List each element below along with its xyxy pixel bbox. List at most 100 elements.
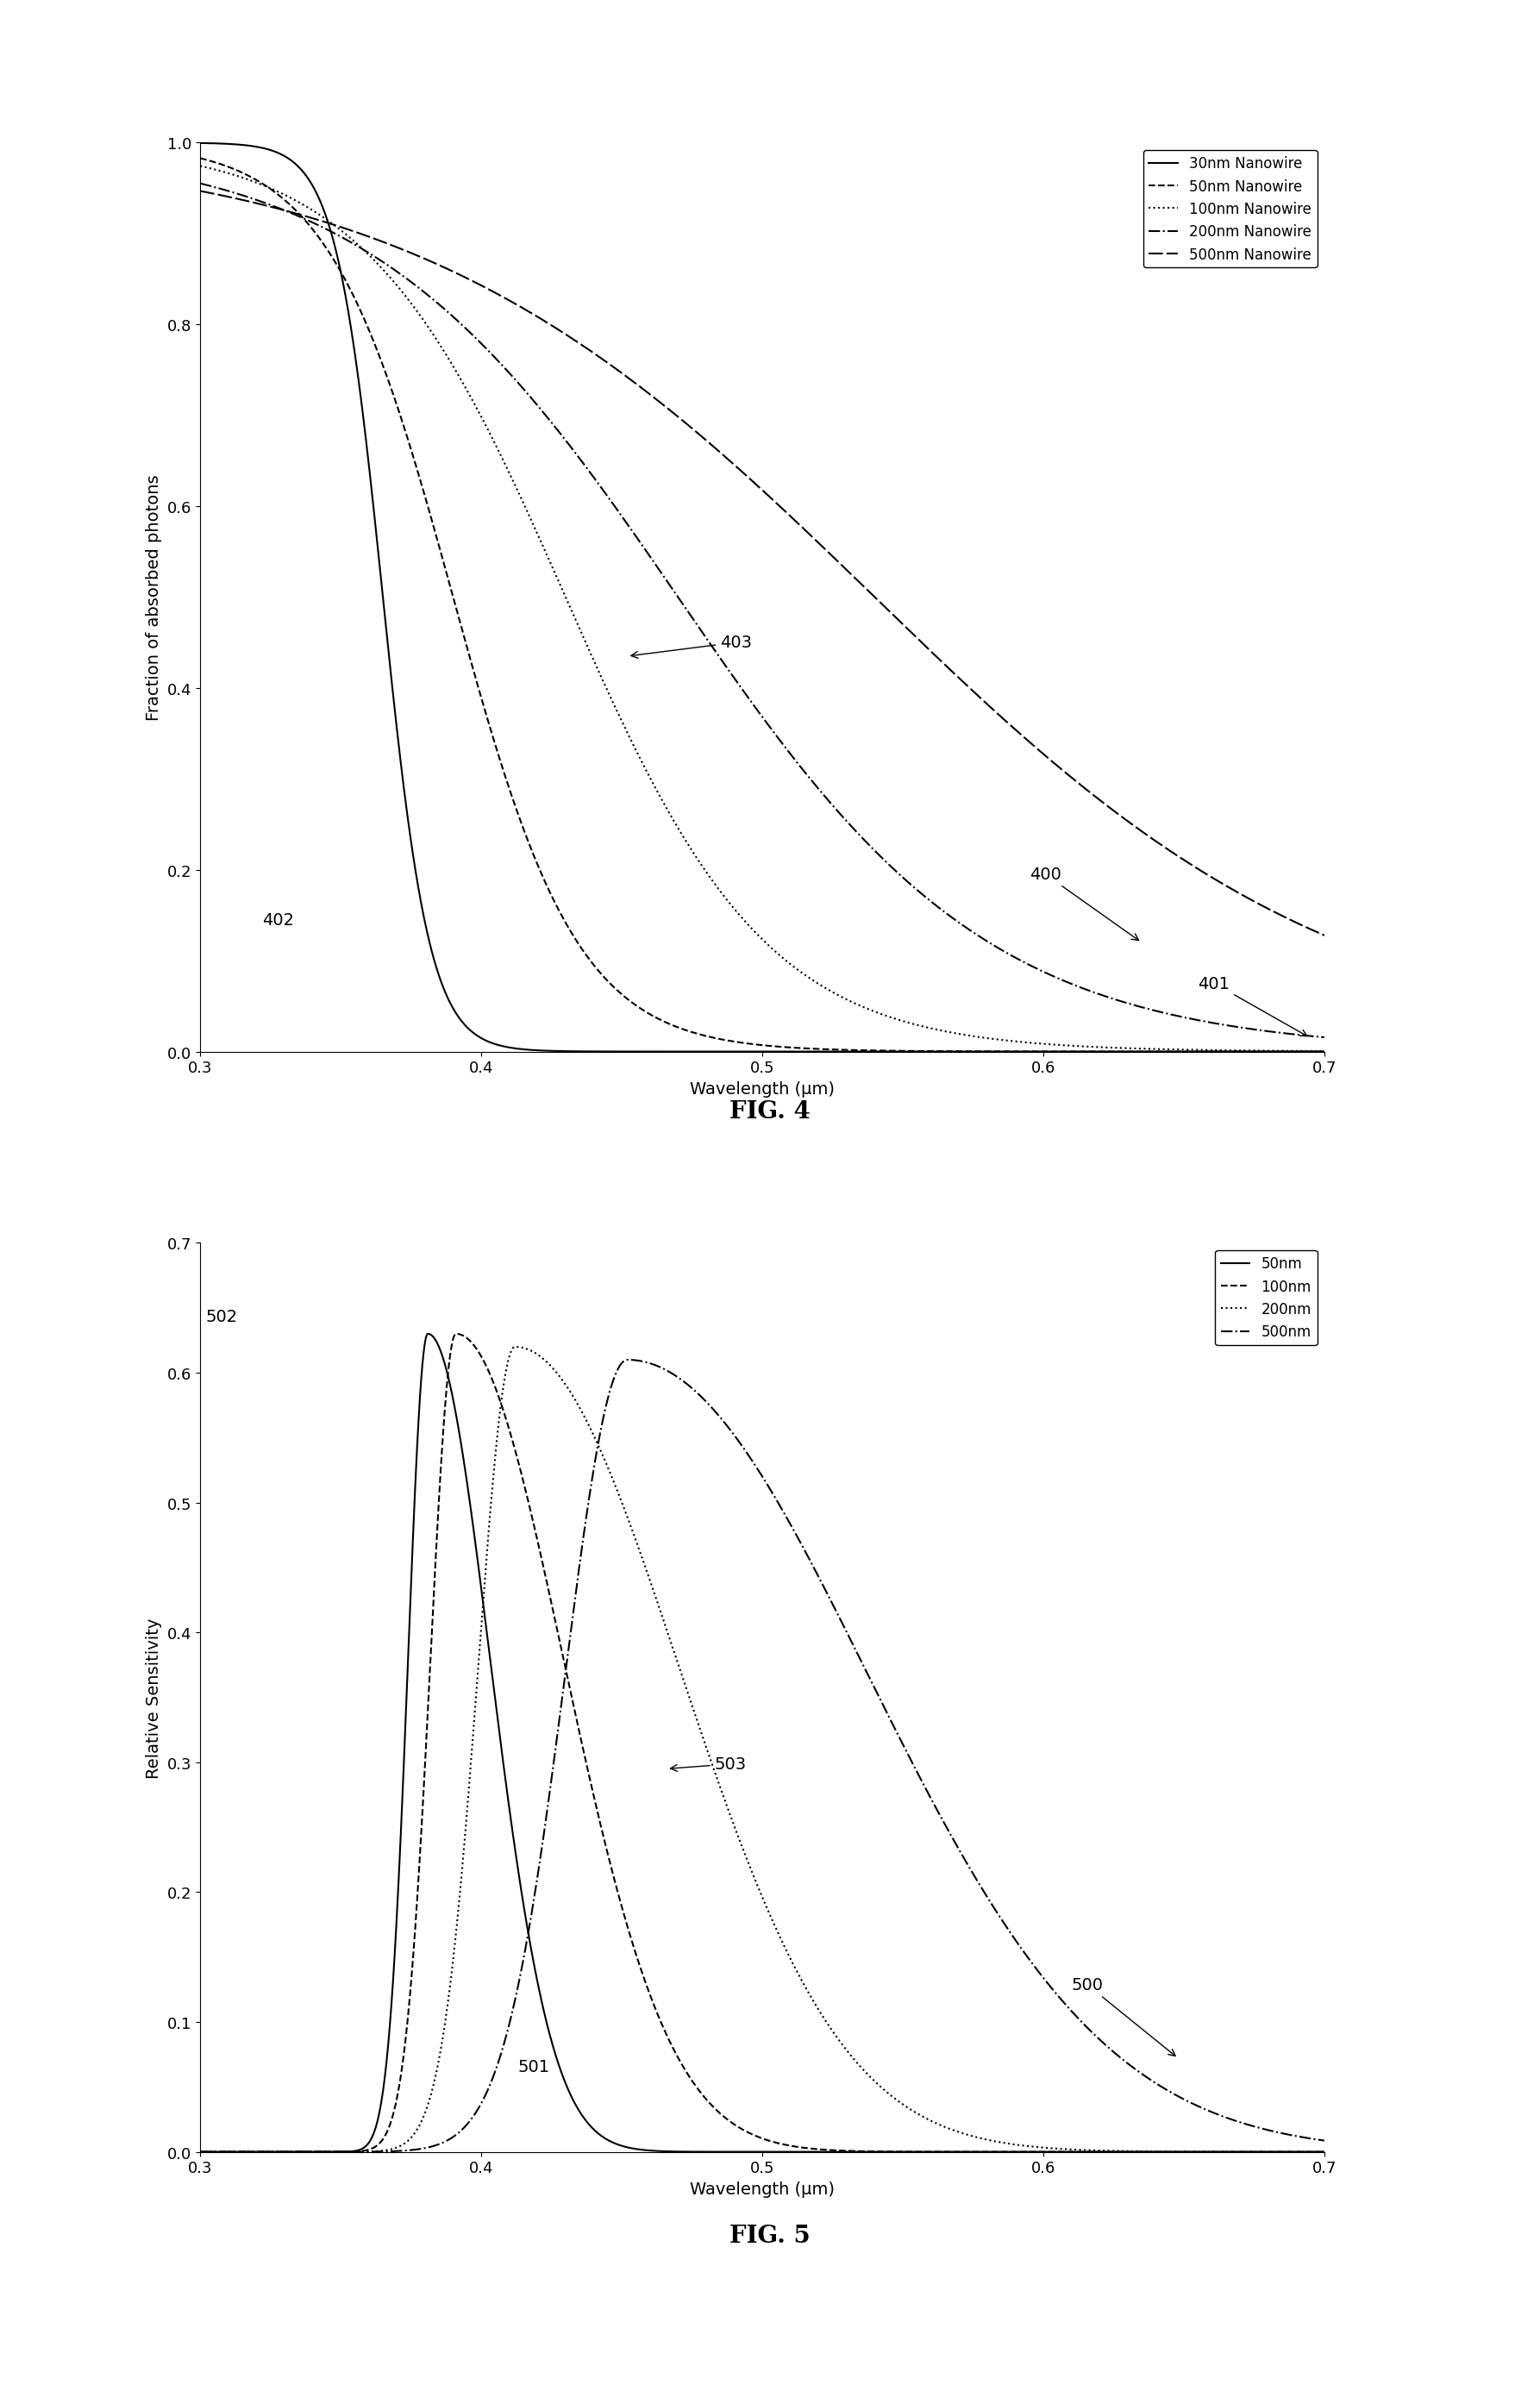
200nm	[738, 1846, 756, 1875]
50nm	[419, 1320, 437, 1349]
500nm	[191, 2138, 209, 2166]
200nm Nanowire	[1315, 1023, 1334, 1052]
Text: 502: 502	[206, 1308, 237, 1325]
Text: 503: 503	[670, 1755, 747, 1772]
500nm Nanowire	[1076, 775, 1095, 803]
100nm Nanowire	[191, 153, 209, 182]
200nm	[507, 1332, 525, 1360]
500nm Nanowire	[191, 177, 209, 206]
200nm Nanowire	[1281, 1021, 1300, 1050]
50nm Nanowire	[1076, 1038, 1095, 1066]
Text: 402: 402	[262, 911, 294, 928]
500nm	[1283, 2121, 1301, 2150]
200nm Nanowire	[738, 681, 756, 710]
30nm Nanowire	[1315, 1038, 1334, 1066]
50nm Nanowire	[1281, 1038, 1300, 1066]
X-axis label: Wavelength (μm): Wavelength (μm)	[690, 2181, 835, 2197]
50nm	[191, 2138, 209, 2166]
Text: 501: 501	[517, 2059, 550, 2075]
Line: 200nm Nanowire: 200nm Nanowire	[200, 184, 1324, 1038]
500nm	[738, 1439, 756, 1468]
100nm Nanowire	[1281, 1038, 1300, 1066]
X-axis label: Wavelength (μm): Wavelength (μm)	[690, 1081, 835, 1097]
Legend: 30nm Nanowire, 50nm Nanowire, 100nm Nanowire, 200nm Nanowire, 500nm Nanowire: 30nm Nanowire, 50nm Nanowire, 100nm Nano…	[1143, 151, 1317, 268]
50nm	[708, 2138, 727, 2166]
50nm	[738, 2138, 756, 2166]
30nm Nanowire	[248, 134, 266, 163]
50nm Nanowire	[248, 167, 266, 196]
Text: FIG. 5: FIG. 5	[730, 2224, 810, 2248]
100nm	[1076, 2138, 1095, 2166]
Y-axis label: Relative Sensitivity: Relative Sensitivity	[146, 1616, 162, 1779]
50nm Nanowire	[708, 1026, 727, 1054]
100nm Nanowire	[1076, 1033, 1095, 1062]
100nm Nanowire	[248, 170, 266, 198]
100nm	[708, 2097, 727, 2126]
30nm Nanowire	[1076, 1038, 1095, 1066]
Line: 50nm: 50nm	[200, 1334, 1324, 2152]
500nm Nanowire	[1315, 921, 1334, 949]
Line: 50nm Nanowire: 50nm Nanowire	[200, 160, 1324, 1052]
200nm	[1283, 2138, 1301, 2166]
Line: 200nm: 200nm	[200, 1346, 1324, 2152]
100nm	[1315, 2138, 1334, 2166]
500nm Nanowire	[708, 435, 727, 464]
500nm Nanowire	[1283, 906, 1301, 935]
100nm	[248, 2138, 266, 2166]
100nm Nanowire	[1283, 1038, 1301, 1066]
Text: FIG. 4: FIG. 4	[730, 1100, 810, 1124]
50nm Nanowire	[1315, 1038, 1334, 1066]
Text: 401: 401	[1198, 976, 1307, 1038]
Text: 500: 500	[1072, 1977, 1175, 2056]
200nm Nanowire	[1283, 1021, 1301, 1050]
100nm	[447, 1320, 465, 1349]
500nm	[708, 1401, 727, 1430]
200nm	[248, 2138, 266, 2166]
200nm	[1283, 2138, 1301, 2166]
50nm	[1076, 2138, 1095, 2166]
200nm Nanowire	[1076, 976, 1095, 1004]
50nm Nanowire	[191, 146, 209, 175]
500nm Nanowire	[738, 461, 756, 490]
Legend: 50nm, 100nm, 200nm, 500nm: 50nm, 100nm, 200nm, 500nm	[1215, 1250, 1317, 1346]
Line: 500nm: 500nm	[200, 1360, 1324, 2152]
100nm	[738, 2118, 756, 2147]
200nm	[1315, 2138, 1334, 2166]
Text: 400: 400	[1029, 866, 1138, 940]
100nm Nanowire	[1315, 1038, 1334, 1066]
50nm	[1283, 2138, 1301, 2166]
30nm Nanowire	[1283, 1038, 1301, 1066]
Line: 30nm Nanowire: 30nm Nanowire	[200, 143, 1324, 1052]
500nm Nanowire	[248, 189, 266, 218]
Line: 100nm Nanowire: 100nm Nanowire	[200, 167, 1324, 1052]
200nm Nanowire	[248, 186, 266, 215]
500nm	[1283, 2121, 1301, 2150]
50nm	[248, 2138, 266, 2166]
100nm Nanowire	[738, 909, 756, 937]
200nm Nanowire	[191, 170, 209, 198]
500nm Nanowire	[1281, 906, 1300, 935]
Line: 500nm Nanowire: 500nm Nanowire	[200, 191, 1324, 935]
500nm	[1315, 2126, 1334, 2154]
30nm Nanowire	[738, 1038, 756, 1066]
30nm Nanowire	[708, 1038, 727, 1066]
200nm	[708, 1767, 727, 1796]
100nm	[1283, 2138, 1301, 2166]
Y-axis label: Fraction of absorbed photons: Fraction of absorbed photons	[146, 476, 162, 720]
200nm	[191, 2138, 209, 2166]
200nm Nanowire	[708, 641, 727, 669]
100nm	[1283, 2138, 1301, 2166]
Line: 100nm: 100nm	[200, 1334, 1324, 2152]
500nm	[619, 1346, 638, 1375]
200nm	[1076, 2135, 1095, 2164]
500nm	[248, 2138, 266, 2166]
50nm Nanowire	[1283, 1038, 1301, 1066]
30nm Nanowire	[1281, 1038, 1300, 1066]
Text: 403: 403	[631, 634, 752, 660]
30nm Nanowire	[191, 129, 209, 158]
50nm	[1283, 2138, 1301, 2166]
500nm	[1076, 2013, 1095, 2042]
100nm Nanowire	[708, 873, 727, 901]
100nm	[191, 2138, 209, 2166]
50nm	[1315, 2138, 1334, 2166]
